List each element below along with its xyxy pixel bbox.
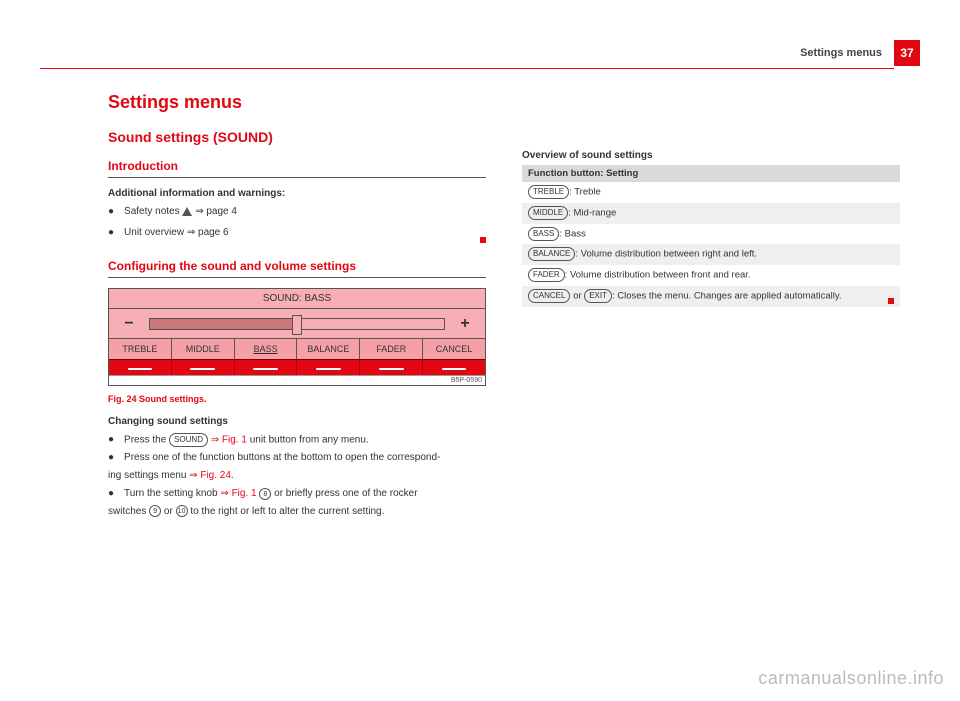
plus-icon: + xyxy=(445,315,485,333)
exit-button-label: EXIT xyxy=(584,289,612,303)
text: : Closes the menu. Changes are applied a… xyxy=(612,290,842,301)
bullet-text: Unit overview ⇒ page 6 xyxy=(124,226,229,241)
fig-title: SOUND: BASS xyxy=(109,289,485,308)
text: Turn the setting knob xyxy=(124,488,220,499)
cancel-button-label: CANCEL xyxy=(528,289,570,303)
fig24-link: ⇒ Fig. 24 xyxy=(189,470,231,481)
text: ing settings menu xyxy=(108,470,189,481)
watermark: carmanualsonline.info xyxy=(758,668,944,689)
page-number: 37 xyxy=(894,40,920,66)
row-balance: BALANCE: Volume distribution between rig… xyxy=(522,244,900,265)
text: ⇒ page 4 xyxy=(195,206,237,217)
ref-10-icon: 10 xyxy=(176,505,188,517)
bullet-turn-knob: ● Turn the setting knob ⇒ Fig. 1 8 or br… xyxy=(108,487,486,502)
left-column: Settings menus Sound settings (SOUND) In… xyxy=(108,92,486,519)
additional-info-heading: Additional information and warnings: xyxy=(108,188,486,199)
fig1-link: ⇒ Fig. 1 xyxy=(220,488,259,499)
bullet-icon: ● xyxy=(108,205,114,220)
fig-code: B5P-0590 xyxy=(109,375,485,385)
row-fader: FADER: Volume distribution between front… xyxy=(522,265,900,286)
ref-9-icon: 9 xyxy=(149,505,161,517)
row-text: CANCEL or EXIT: Closes the menu. Changes… xyxy=(528,289,842,304)
bullet-text: Turn the setting knob ⇒ Fig. 1 8 or brie… xyxy=(124,487,418,502)
text: Press the xyxy=(124,435,169,446)
text: or xyxy=(570,290,584,301)
tab-bass: BASS xyxy=(235,339,298,359)
tab-balance: BALANCE xyxy=(297,339,360,359)
figure-sound-settings: SOUND: BASS − + TREBLE MIDDLE BASS BALAN… xyxy=(108,288,486,386)
text: . xyxy=(231,470,234,481)
bullet-press-function: ● Press one of the function buttons at t… xyxy=(108,451,486,466)
text: : Volume distribution between front and … xyxy=(565,270,751,281)
minus-icon: − xyxy=(109,315,149,333)
header-rule xyxy=(40,68,894,69)
tab-treble: TREBLE xyxy=(109,339,172,359)
middle-button-label: MIDDLE xyxy=(528,206,568,220)
row-cancel-exit: CANCEL or EXIT: Closes the menu. Changes… xyxy=(522,286,900,307)
bullet-icon: ● xyxy=(108,451,114,466)
treble-button-label: TREBLE xyxy=(528,185,569,199)
section-title: Sound settings (SOUND) xyxy=(108,129,486,145)
text: switches xyxy=(108,506,149,517)
bullet-safety: ● Safety notes ⇒ page 4 xyxy=(108,205,486,220)
figure-caption: Fig. 24 Sound settings. xyxy=(108,394,486,404)
text: : Bass xyxy=(559,228,585,239)
fig-slider: − + xyxy=(109,308,485,338)
changing-heading: Changing sound settings xyxy=(108,416,486,427)
text: Press one of the function buttons at the… xyxy=(124,452,440,463)
row-middle: MIDDLE: Mid-range xyxy=(522,203,900,224)
bullet-turn-knob-cont: switches 9 or 10 to the right or left to… xyxy=(108,505,486,520)
text: unit button from any menu. xyxy=(247,435,369,446)
tab-fader: FADER xyxy=(360,339,423,359)
bullet-icon: ● xyxy=(108,226,114,241)
fader-button-label: FADER xyxy=(528,268,565,282)
tab-cancel: CANCEL xyxy=(423,339,485,359)
tab-middle: MIDDLE xyxy=(172,339,235,359)
text: : Treble xyxy=(569,187,601,198)
fig-tabs: TREBLE MIDDLE BASS BALANCE FADER CANCEL xyxy=(109,338,485,359)
bullet-text: Safety notes ⇒ page 4 xyxy=(124,205,237,220)
slider-track xyxy=(149,318,445,330)
sound-button-label: SOUND xyxy=(169,433,208,447)
page-header: Settings menus 37 xyxy=(800,40,920,66)
text: or xyxy=(161,506,175,517)
bullet-press-function-cont: ing settings menu ⇒ Fig. 24. xyxy=(108,469,486,484)
intro-heading: Introduction xyxy=(108,159,486,178)
overview-subhead: Function button: Setting xyxy=(522,165,900,182)
bass-button-label: BASS xyxy=(528,227,559,241)
bullet-icon: ● xyxy=(108,487,114,502)
overview-heading: Overview of sound settings xyxy=(522,150,900,161)
balance-button-label: BALANCE xyxy=(528,247,575,261)
bullet-icon: ● xyxy=(108,433,114,448)
caption-lead: Fig. 24 xyxy=(108,394,137,404)
header-section: Settings menus xyxy=(800,47,882,59)
configuring-heading: Configuring the sound and volume setting… xyxy=(108,259,486,278)
text: : Mid-range xyxy=(568,207,616,218)
row-bass: BASS: Bass xyxy=(522,224,900,245)
bullet-unit-overview: ● Unit overview ⇒ page 6 xyxy=(108,226,229,241)
text: : Volume distribution between right and … xyxy=(575,249,757,260)
ref-8-icon: 8 xyxy=(259,488,271,500)
bullet-text: Press one of the function buttons at the… xyxy=(124,451,440,466)
end-marker-icon xyxy=(888,298,894,304)
right-column: Overview of sound settings Function butt… xyxy=(522,92,900,519)
warning-icon xyxy=(182,207,192,216)
page-title: Settings menus xyxy=(108,92,486,113)
end-marker-icon xyxy=(480,237,486,243)
row-treble: TREBLE: Treble xyxy=(522,182,900,203)
text: Safety notes xyxy=(124,206,182,217)
text: or briefly press one of the rocker xyxy=(271,488,417,499)
text: to the right or left to alter the curren… xyxy=(188,506,385,517)
caption-rest: Sound settings. xyxy=(137,394,207,404)
slider-thumb xyxy=(292,315,302,335)
bullet-text: Press the SOUND ⇒ Fig. 1 unit button fro… xyxy=(124,433,369,448)
bullet-press-sound: ● Press the SOUND ⇒ Fig. 1 unit button f… xyxy=(108,433,486,448)
fig1-link: ⇒ Fig. 1 xyxy=(208,435,247,446)
fig-red-row xyxy=(109,359,485,375)
